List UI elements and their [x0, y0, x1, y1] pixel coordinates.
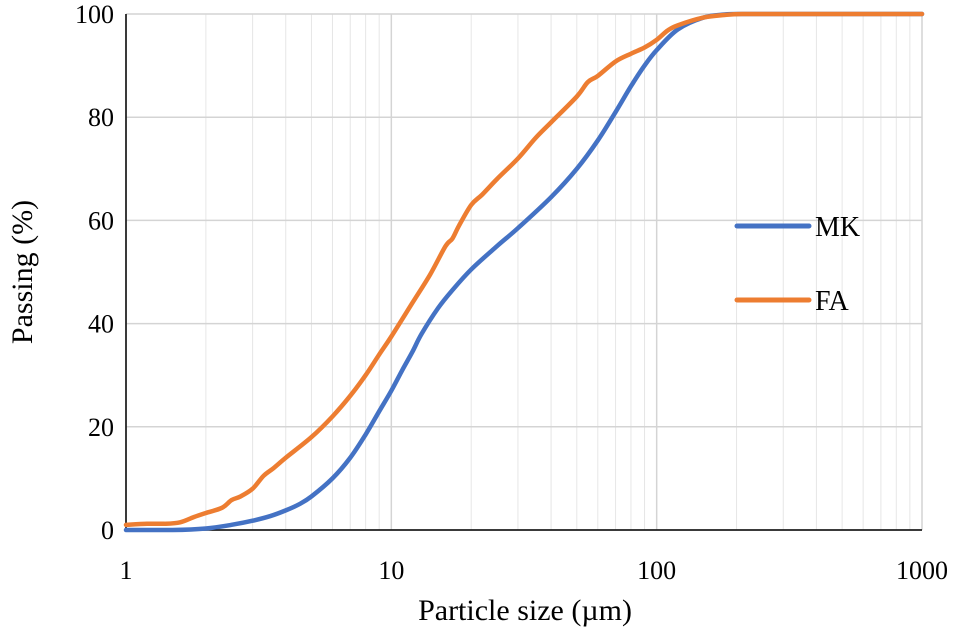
- y-tick-label: 60: [88, 206, 114, 235]
- x-tick-label: 10: [378, 556, 404, 585]
- y-tick-label: 80: [88, 103, 114, 132]
- x-axis-title: Particle size (µm): [418, 594, 632, 627]
- grid: [125, 13, 923, 531]
- x-tick-label: 100: [637, 556, 676, 585]
- axes: [125, 14, 922, 531]
- y-tick-label: 0: [101, 516, 114, 545]
- y-tick-label: 20: [88, 413, 114, 442]
- y-tick-label: 40: [88, 310, 114, 339]
- tick-labels: 1 10 100 1000 0 20 40 60 80 100: [75, 0, 948, 585]
- series-line-mk: [123, 11, 925, 533]
- legend-label-fa: FA: [815, 286, 849, 317]
- x-tick-label: 1: [120, 556, 133, 585]
- y-tick-label: 100: [75, 0, 114, 29]
- legend-label-mk: MK: [815, 212, 860, 243]
- legend: MK FA: [734, 212, 860, 317]
- series-group: [123, 11, 925, 533]
- series-line-fa: [123, 11, 925, 528]
- y-axis-title: Passing (%): [6, 200, 39, 344]
- x-tick-label: 1000: [896, 556, 948, 585]
